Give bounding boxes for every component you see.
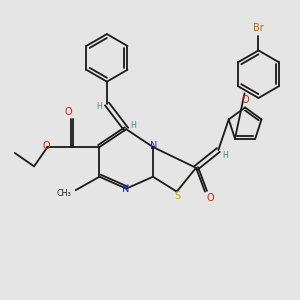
Text: Br: Br	[253, 23, 264, 33]
Text: H: H	[222, 151, 228, 160]
Text: CH₃: CH₃	[56, 189, 71, 198]
Text: O: O	[42, 141, 50, 151]
Text: O: O	[242, 95, 250, 105]
Text: H: H	[131, 121, 137, 130]
Text: N: N	[150, 140, 157, 151]
Text: H: H	[97, 102, 102, 111]
Text: N: N	[122, 184, 129, 194]
Text: O: O	[64, 107, 72, 117]
Text: O: O	[206, 193, 214, 203]
Text: S: S	[174, 191, 180, 201]
